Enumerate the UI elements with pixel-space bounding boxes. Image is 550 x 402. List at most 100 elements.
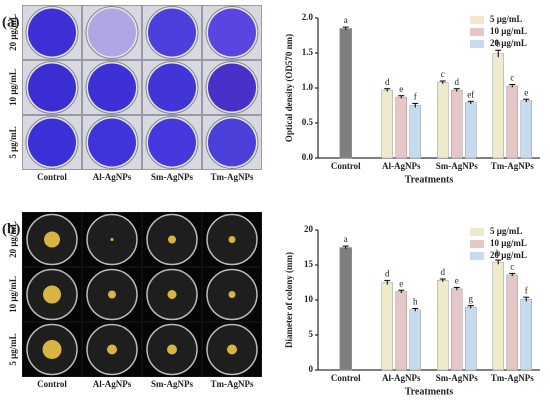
legend-swatch <box>470 240 484 248</box>
significance-letter: b <box>496 38 501 48</box>
significance-letter: e <box>455 275 459 285</box>
bar <box>409 309 421 371</box>
colony <box>43 285 61 304</box>
well <box>28 8 76 57</box>
colony <box>168 235 176 244</box>
well <box>148 8 196 57</box>
well <box>28 63 76 112</box>
bar <box>506 274 518 371</box>
significance-letter: e <box>399 278 403 288</box>
well <box>148 118 196 167</box>
well <box>208 118 256 167</box>
significance-letter: c <box>510 73 514 83</box>
colony <box>110 238 114 241</box>
x-axis-label: Treatments <box>405 174 454 185</box>
y-tick-label: 5 <box>309 329 314 339</box>
panel-label: (b) <box>2 221 20 237</box>
bar <box>492 261 504 371</box>
bar <box>451 89 463 159</box>
significance-letter: e <box>399 84 403 94</box>
legend-swatch <box>470 228 484 236</box>
legend-label: 20 μg/mL <box>490 38 527 48</box>
row-label: 10 μg/mL <box>8 276 18 313</box>
significance-letter: ef <box>467 89 474 99</box>
bar <box>437 280 449 371</box>
bar <box>395 291 407 371</box>
x-tick-label: Control <box>331 373 361 383</box>
x-tick-label: Al-AgNPs <box>382 373 421 383</box>
column-label: Control <box>37 379 67 389</box>
x-tick-label: Al-AgNPs <box>382 161 421 171</box>
row-label: 20 μg/mL <box>8 14 18 51</box>
x-tick-label: Control <box>331 161 361 171</box>
legend-label: 5 μg/mL <box>490 226 522 236</box>
y-tick-label: 2.0 <box>302 12 314 22</box>
bar <box>520 299 532 371</box>
significance-letter: e <box>524 87 528 97</box>
bar <box>465 102 477 159</box>
legend-swatch <box>470 16 484 24</box>
significance-letter: f <box>525 285 528 295</box>
bar <box>339 28 352 159</box>
significance-letter: b <box>496 248 501 258</box>
row-label: 20 μg/mL <box>8 221 18 258</box>
bar <box>465 306 477 371</box>
legend-swatch <box>470 252 484 260</box>
row-label: 5 μg/mL <box>8 126 18 158</box>
significance-letter: f <box>414 91 417 101</box>
legend-swatch <box>470 40 484 48</box>
column-label: Al-AgNPs <box>93 172 132 182</box>
y-tick-label: 0.5 <box>302 117 314 127</box>
colony <box>42 340 62 359</box>
bar <box>451 288 463 371</box>
significance-letter: d <box>385 77 390 87</box>
significance-letter: c <box>441 69 445 79</box>
x-tick-label: Tm-AgNPs <box>491 161 534 171</box>
well <box>148 63 196 112</box>
row-label: 5 μg/mL <box>8 333 18 365</box>
colony <box>108 290 116 299</box>
bar <box>437 82 449 159</box>
column-label: Control <box>37 172 67 182</box>
y-tick-label: 20 <box>304 224 314 234</box>
well <box>208 8 256 57</box>
column-label: Sm-AgNPs <box>151 172 193 182</box>
column-label: Sm-AgNPs <box>151 379 193 389</box>
panel-label: (a) <box>2 14 20 30</box>
legend-swatch <box>470 28 484 36</box>
well <box>88 8 136 57</box>
significance-letter: h <box>413 296 418 306</box>
significance-letter: d <box>455 77 460 87</box>
y-tick-label: 1.0 <box>302 82 314 92</box>
colony <box>227 344 237 355</box>
well <box>28 118 76 167</box>
column-label: Al-AgNPs <box>93 379 132 389</box>
legend-label: 5 μg/mL <box>490 14 522 24</box>
legend-label: 10 μg/mL <box>490 238 527 248</box>
legend-label: 10 μg/mL <box>490 26 527 36</box>
bar <box>339 247 352 371</box>
colony <box>107 344 117 355</box>
row-label: 10 μg/mL <box>8 69 18 106</box>
colony <box>167 290 177 299</box>
bar <box>506 85 518 159</box>
bar <box>381 89 393 159</box>
y-tick-label: 1.5 <box>302 47 314 57</box>
colony <box>228 236 236 243</box>
bar <box>395 96 407 159</box>
bar <box>520 100 532 159</box>
bar <box>492 53 504 159</box>
colony <box>228 291 236 298</box>
x-tick-label: Tm-AgNPs <box>491 373 534 383</box>
y-axis-label: Diameter of colony (mm) <box>284 252 294 348</box>
significance-letter: d <box>441 267 446 277</box>
significance-letter: a <box>344 234 348 244</box>
x-tick-label: Sm-AgNPs <box>436 373 478 383</box>
legend-label: 20 μg/mL <box>490 250 527 260</box>
bar <box>381 282 393 371</box>
y-axis-label: Optical density (OD570 nm) <box>284 34 294 142</box>
significance-letter: a <box>344 15 348 25</box>
colony <box>44 231 60 248</box>
x-tick-label: Sm-AgNPs <box>436 161 478 171</box>
